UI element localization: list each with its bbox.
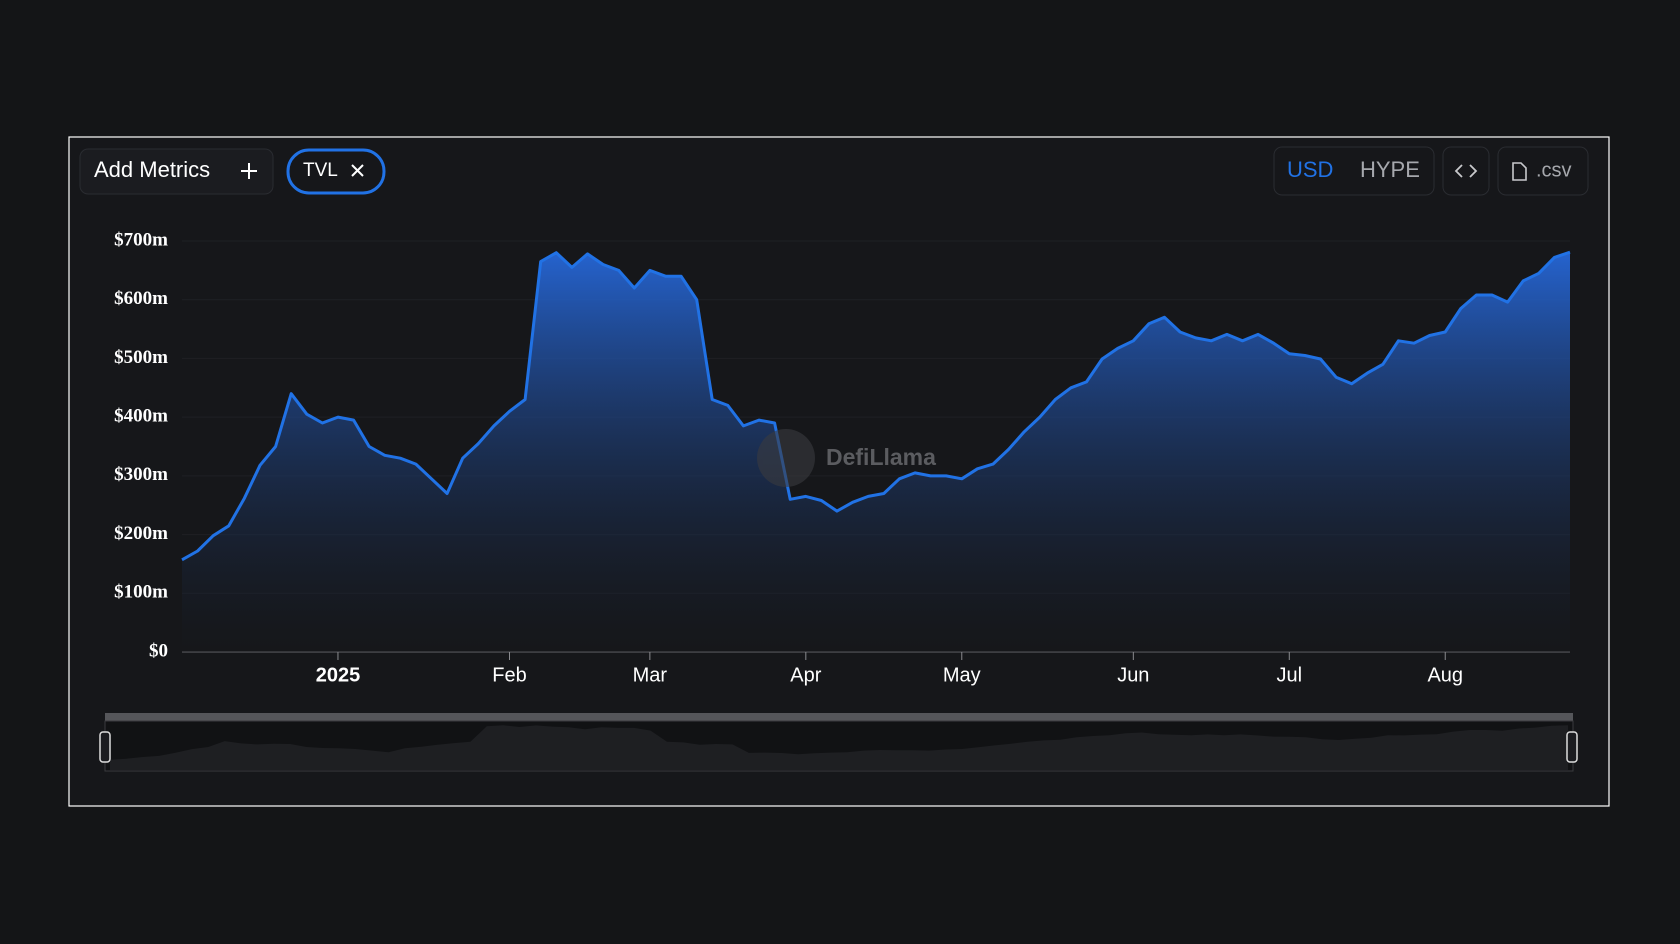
- tvl-label: TVL: [303, 160, 338, 181]
- embed-button[interactable]: [1442, 146, 1490, 196]
- y-tick-label: $300m: [114, 464, 168, 485]
- currency-group: [1273, 146, 1435, 196]
- x-tick-label: Jul: [1276, 664, 1302, 686]
- area-line: [181, 250, 1571, 562]
- plot: $0 $100m $200m $300m $400m $500m $600m $700m 202…: [114, 229, 1571, 686]
- navigator-bar[interactable]: [105, 713, 1573, 721]
- csv-label: .csv: [1536, 159, 1572, 181]
- add-metrics-button[interactable]: [79, 148, 274, 195]
- x-tick-label: Jun: [1117, 664, 1149, 686]
- x-tick-label: Apr: [790, 664, 821, 686]
- x-tick-label: 2025: [316, 664, 361, 686]
- navigator-handle-right[interactable]: [1566, 731, 1578, 763]
- embed-icon: [1454, 164, 1478, 178]
- x-tick-label: Mar: [633, 664, 668, 686]
- plus-icon: [241, 163, 257, 179]
- navigator-handle-left[interactable]: [99, 731, 111, 763]
- navigator-area: [110, 725, 1568, 770]
- watermark-logo: [757, 429, 815, 487]
- currency-hype[interactable]: HYPE: [1360, 157, 1420, 182]
- y-tick-label: $100m: [114, 582, 168, 603]
- navigator-preview: [110, 725, 1568, 770]
- remove-icon[interactable]: [351, 164, 364, 177]
- file-icon: [1512, 162, 1527, 181]
- currency-usd[interactable]: USD: [1287, 157, 1333, 182]
- x-tick-label: Feb: [492, 664, 526, 686]
- area-fill: [182, 252, 1570, 652]
- y-tick-label: $500m: [114, 347, 168, 368]
- watermark-text: DefiLlama: [826, 444, 936, 470]
- x-tick-label: Aug: [1427, 664, 1463, 686]
- y-tick-label: $600m: [114, 288, 168, 309]
- watermark: DefiLlama: [757, 429, 936, 487]
- add-metrics-label: Add Metrics: [94, 157, 210, 182]
- y-tick-label: $0: [149, 640, 168, 661]
- y-tick-label: $200m: [114, 523, 168, 544]
- y-tick-label: $700m: [114, 229, 168, 250]
- y-tick-label: $400m: [114, 406, 168, 427]
- csv-button[interactable]: [1497, 146, 1589, 196]
- tvl-pill[interactable]: [286, 148, 386, 195]
- x-tick-label: May: [943, 664, 981, 686]
